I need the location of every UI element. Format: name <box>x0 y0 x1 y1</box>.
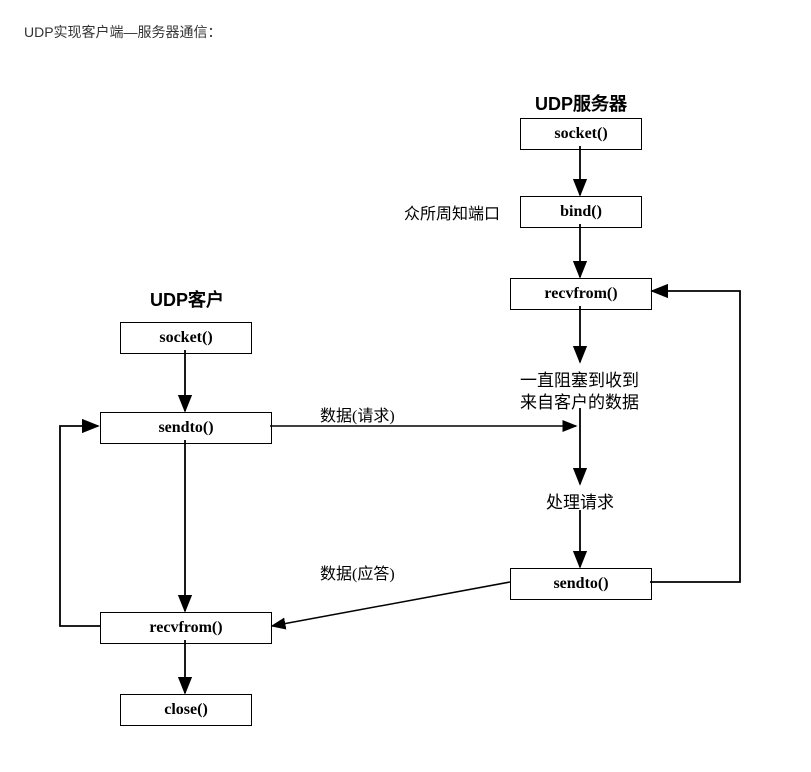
page-title: UDP实现客户端—服务器通信： <box>24 22 222 42</box>
node-server-bind: bind() <box>520 196 642 228</box>
server-process: 处理请求 <box>546 488 614 513</box>
node-server-socket: socket() <box>520 118 642 150</box>
node-server-recvfrom: recvfrom() <box>510 278 652 310</box>
node-client-socket: socket() <box>120 322 252 354</box>
node-client-close: close() <box>120 694 252 726</box>
node-client-recvfrom: recvfrom() <box>100 612 272 644</box>
node-server-sendto: sendto() <box>510 568 652 600</box>
server-header: UDP服务器 <box>535 90 627 116</box>
bind-label: 众所周知端口 <box>404 200 500 224</box>
request-label: 数据(请求) <box>320 402 395 426</box>
flowchart-arrows <box>0 0 811 772</box>
server-block-text2: 来自客户的数据 <box>520 388 639 413</box>
client-header: UDP客户 <box>150 286 224 312</box>
node-client-sendto: sendto() <box>100 412 272 444</box>
response-label: 数据(应答) <box>320 560 395 584</box>
